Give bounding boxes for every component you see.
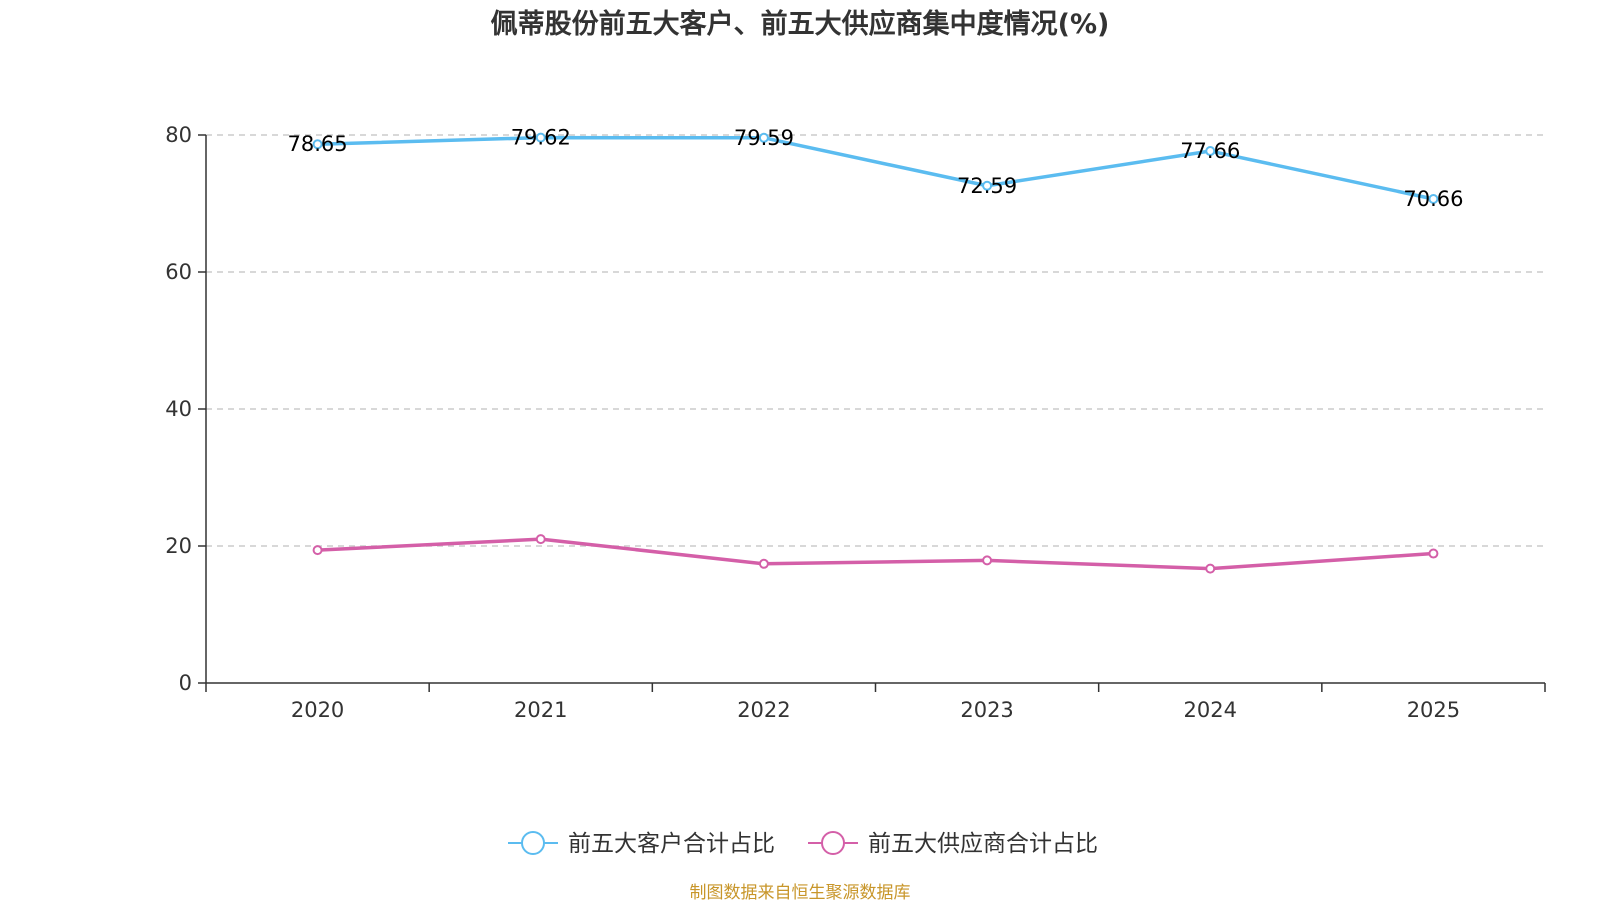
chart-title: 佩蒂股份前五大客户、前五大供应商集中度情况(%) xyxy=(491,8,1110,40)
y-tick-label: 0 xyxy=(179,671,192,695)
legend-item-1[interactable]: 前五大客户合计占比 xyxy=(508,831,775,857)
series-layer xyxy=(312,132,1439,574)
x-tick-label: 2020 xyxy=(291,698,344,722)
data-point[interactable] xyxy=(1428,193,1439,204)
source-note: 制图数据来自恒生聚源数据库 xyxy=(690,883,911,900)
data-point[interactable] xyxy=(1205,563,1216,574)
legend-marker-icon xyxy=(821,831,845,855)
data-point[interactable] xyxy=(535,132,546,143)
y-tick-label: 60 xyxy=(165,260,192,284)
data-label: 70.66 xyxy=(1403,187,1463,211)
data-point[interactable] xyxy=(982,555,993,566)
data-point[interactable] xyxy=(1205,146,1216,157)
data-point[interactable] xyxy=(312,545,323,556)
x-tick-label: 2023 xyxy=(960,698,1013,722)
legend-label: 前五大客户合计占比 xyxy=(568,831,775,857)
x-tick-label: 2022 xyxy=(737,698,790,722)
data-label: 78.65 xyxy=(288,132,348,156)
data-label: 79.62 xyxy=(511,126,571,150)
legend[interactable]: 前五大客户合计占比 前五大供应商合计占比 xyxy=(508,831,1098,857)
legend-label: 前五大供应商合计占比 xyxy=(868,831,1098,857)
data-point[interactable] xyxy=(982,180,993,191)
data-label: 79.59 xyxy=(734,126,794,150)
y-tick-label: 20 xyxy=(165,534,192,558)
grid-layer xyxy=(206,134,1545,547)
data-point[interactable] xyxy=(1428,548,1439,559)
y-tick-label: 80 xyxy=(165,123,192,147)
data-point[interactable] xyxy=(758,558,769,569)
legend-marker-icon xyxy=(521,831,545,855)
x-tick-label: 2021 xyxy=(514,698,567,722)
data-label: 72.59 xyxy=(957,174,1017,198)
data-point[interactable] xyxy=(535,534,546,545)
x-tick-label: 2025 xyxy=(1407,698,1460,722)
data-point[interactable] xyxy=(312,139,323,150)
axis-layer: 0 20 40 60 80 2020 2021 2022 2023 2024 2025 xyxy=(165,123,1546,722)
data-label: 77.66 xyxy=(1180,139,1240,163)
y-tick-label: 40 xyxy=(165,397,192,421)
x-tick-label: 2024 xyxy=(1184,698,1237,722)
legend-item-2[interactable]: 前五大供应商合计占比 xyxy=(808,831,1098,857)
series-line-1 xyxy=(317,135,1434,201)
data-label-layer: 78.65 79.62 79.59 72.59 77.66 70.66 xyxy=(288,126,1464,211)
data-point[interactable] xyxy=(758,132,769,143)
series-line-2 xyxy=(317,537,1434,571)
